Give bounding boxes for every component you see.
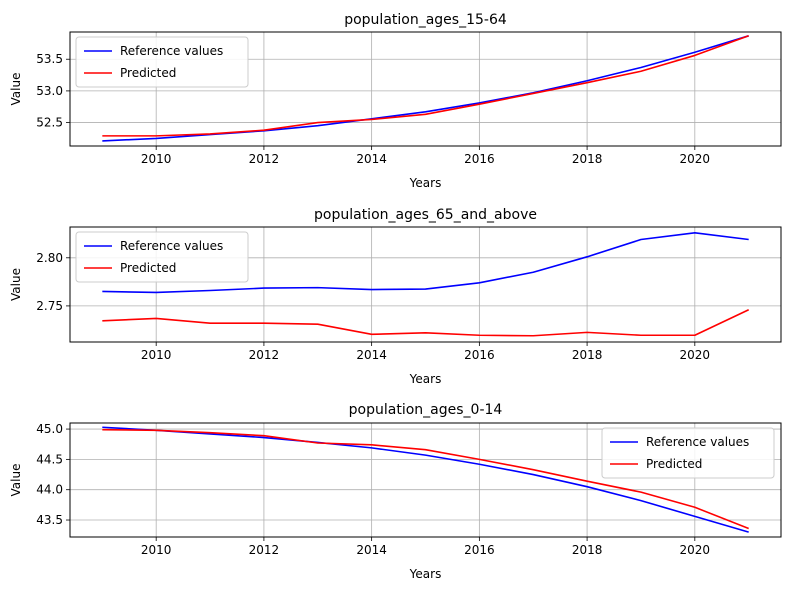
x-axis-label: Years: [409, 176, 442, 190]
legend: Reference values Predicted: [75, 36, 249, 88]
x-tick-label: 2012: [249, 348, 280, 362]
y-tick-label: 43.5: [36, 513, 63, 527]
y-tick-label: 45.0: [36, 422, 63, 436]
y-axis-label: Value: [9, 268, 23, 301]
x-tick-label: 2014: [356, 543, 387, 557]
y-tick-label: 2.75: [36, 299, 63, 313]
chart-title: population_ages_65_and_above: [314, 207, 537, 223]
x-tick-label: 2020: [680, 152, 711, 166]
y-axis-label: Value: [9, 73, 23, 106]
y-tick-label: 44.5: [36, 452, 63, 466]
subplot-3: 2010 2012 2014 2016 2018 2020 43.5 44.0 44.5 45.0…: [9, 402, 782, 581]
y-tick-label: 2.80: [36, 251, 63, 265]
series-line-predicted: [102, 309, 750, 337]
legend-box: [75, 231, 249, 283]
x-tick-label: 2018: [572, 543, 603, 557]
x-tick-label: 2010: [141, 348, 172, 362]
legend-label: Reference values: [120, 239, 223, 253]
x-tick-label: 2016: [464, 152, 495, 166]
x-tick-label: 2020: [680, 348, 711, 362]
y-tick-label: 53.0: [36, 84, 63, 98]
series-line-predicted: [102, 428, 749, 530]
x-tick-label: 2018: [572, 348, 603, 362]
x-tick-label: 2018: [572, 152, 603, 166]
y-tick-label: 52.5: [36, 116, 63, 130]
x-tick-label: 2012: [249, 152, 280, 166]
legend-label: Predicted: [646, 457, 702, 471]
x-axis-label: Years: [409, 372, 442, 386]
series-line-predicted: [102, 35, 749, 137]
series-line-reference-values: [102, 231, 749, 294]
series-line-reference-values: [102, 426, 749, 533]
x-tick-label: 2016: [464, 348, 495, 362]
legend: Reference values Predicted: [601, 427, 775, 479]
y-axis-label: Value: [9, 464, 23, 497]
plot-frame: [69, 422, 782, 538]
subplot-1: 2010 2012 2014 2016 2018 2020 52.5 53.0 53.5 Year…: [9, 12, 782, 190]
legend-label: Reference values: [646, 435, 749, 449]
plot-frame: [69, 31, 782, 147]
plot-frame: [69, 226, 782, 343]
legend-label: Predicted: [120, 261, 176, 275]
x-tick-label: 2010: [141, 152, 172, 166]
x-axis-label: Years: [409, 567, 442, 581]
x-tick-label: 2016: [464, 543, 495, 557]
x-tick-label: 2012: [249, 543, 280, 557]
legend-box: [75, 36, 249, 88]
legend-box: [601, 427, 775, 479]
subplot-2: 2010 2012 2014 2016 2018 2020 2.75 2.80 Years Val…: [9, 207, 782, 386]
chart-title: population_ages_0-14: [349, 402, 503, 418]
x-tick-label: 2014: [356, 348, 387, 362]
x-tick-label: 2014: [356, 152, 387, 166]
legend-label: Reference values: [120, 44, 223, 58]
chart-title: population_ages_15-64: [344, 12, 507, 28]
x-tick-label: 2020: [680, 543, 711, 557]
legend: Reference values Predicted: [75, 231, 249, 283]
legend-label: Predicted: [120, 66, 176, 80]
x-tick-label: 2010: [141, 543, 172, 557]
y-tick-label: 53.5: [36, 52, 63, 66]
y-tick-label: 44.0: [36, 483, 63, 497]
